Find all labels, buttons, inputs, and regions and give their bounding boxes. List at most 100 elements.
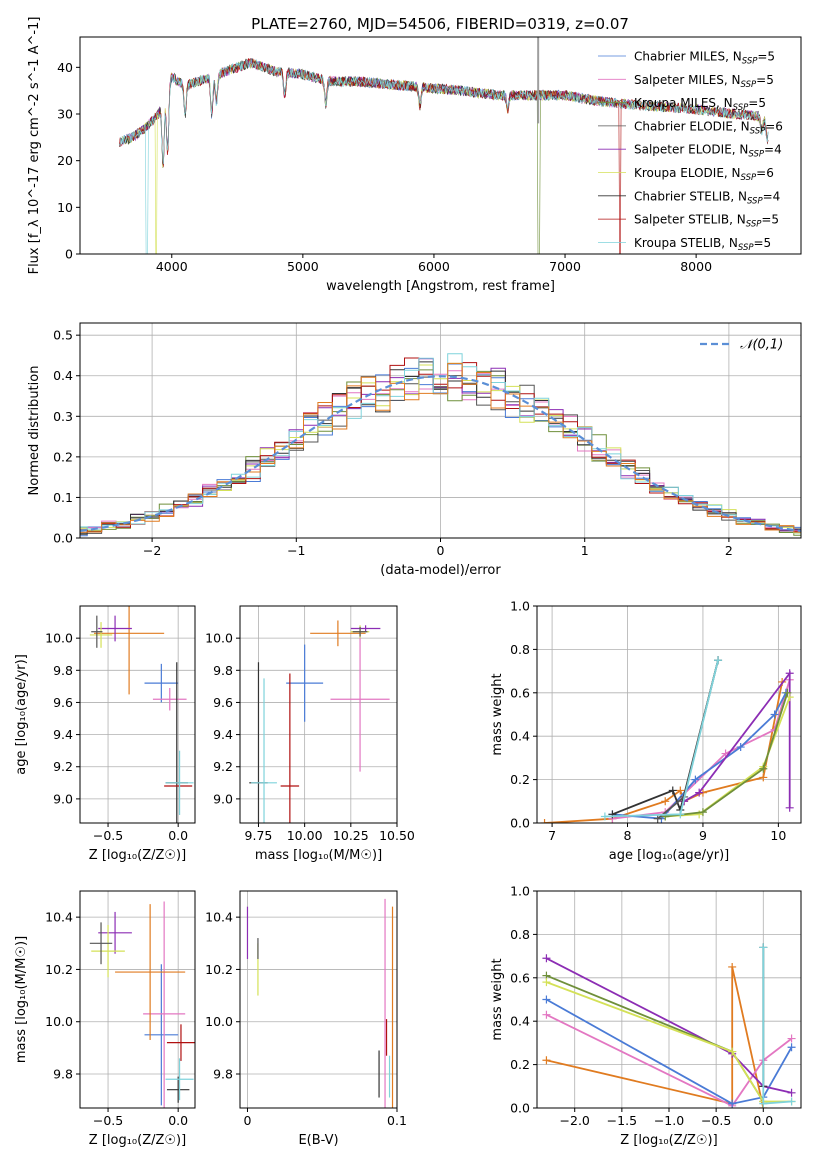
- legend-entry: Chabrier ELODIE, NSSP=6: [634, 119, 783, 136]
- spectrum-line: [119, 58, 769, 254]
- y-tick-label: 9.8: [53, 663, 73, 678]
- data-point: [143, 901, 186, 1108]
- x-tick-label: 9: [699, 828, 707, 843]
- histogram-step: [80, 369, 801, 536]
- data-point: [165, 1058, 194, 1101]
- z-mass-plot-area: [89, 901, 195, 1108]
- y-tick-label: 9.8: [213, 663, 233, 678]
- y-axis-label: mass [log₁₀(M/M☉)]: [14, 936, 29, 1063]
- y-tick-label: 0.3: [53, 409, 73, 424]
- weight-age-panel: 7 8 9 10 0.0 0.2 0.4 0.6 0.8 1.0 age [log₁₀(age/yr…: [490, 599, 802, 863]
- weight-line: [546, 966, 765, 1108]
- histogram-step: [80, 358, 801, 531]
- weight-line: [545, 998, 793, 1105]
- x-tick-label: −1.5: [607, 1113, 637, 1128]
- data-point: [310, 620, 366, 647]
- weight-line: [545, 957, 792, 1094]
- legend-entry: 𝒩(0,1): [740, 338, 783, 353]
- data-point: [115, 904, 186, 1041]
- spectrum-plot-area: [119, 37, 769, 254]
- legend-entry: Kroupa STELIB, NSSP=5: [634, 236, 771, 253]
- legend-entry: Salpeter MILES, NSSP=5: [634, 73, 774, 90]
- histogram-step: [80, 370, 801, 533]
- x-tick-label: −2: [143, 543, 161, 558]
- weight-marker: [653, 814, 662, 823]
- weight-marker: [600, 812, 609, 821]
- y-tick-label: 0.5: [53, 328, 73, 343]
- x-tick-label: 10.50: [379, 828, 415, 843]
- x-axis-label: wavelength [Angstrom, rest frame]: [326, 279, 555, 294]
- spectrum-line: [121, 58, 618, 254]
- data-point: [91, 924, 125, 978]
- x-tick-label: 0.0: [753, 1113, 773, 1128]
- data-point: [251, 678, 277, 823]
- weight-marker: [759, 943, 768, 952]
- legend-entry: Chabrier MILES, NSSP=5: [634, 50, 775, 67]
- x-tick-label: −1.0: [654, 1113, 684, 1128]
- x-tick-label: 9.75: [245, 828, 273, 843]
- y-tick-label: 1.0: [510, 884, 530, 899]
- x-tick-label: 5000: [287, 259, 319, 274]
- x-tick-label: 0: [243, 1113, 251, 1128]
- mass-age-panel: 9.75 10.00 10.25 10.50 9.0 9.2 9.4 9.6 9.8 10.0 ma…: [205, 605, 415, 863]
- weight-marker: [542, 1010, 551, 1019]
- axes-frame: [239, 890, 398, 1109]
- weight-marker: [736, 743, 745, 752]
- weight-marker: [668, 786, 677, 795]
- y-tick-label: 0.2: [510, 772, 530, 787]
- weight-line: [546, 1013, 793, 1107]
- data-point: [280, 673, 300, 823]
- x-tick-label: 4000: [156, 259, 188, 274]
- data-point: [166, 1076, 190, 1103]
- y-tick-label: 0.0: [510, 816, 530, 831]
- x-tick-label: −0.5: [701, 1113, 731, 1128]
- x-tick-label: 8000: [680, 259, 712, 274]
- x-tick-label: 0.0: [168, 1113, 188, 1128]
- y-tick-label: 0.2: [510, 1057, 530, 1072]
- data-point: [166, 1024, 195, 1061]
- x-axis-label: mass [log₁₀(M/M☉)]: [255, 848, 382, 863]
- y-tick-label: 9.2: [53, 759, 73, 774]
- weight-marker: [695, 788, 704, 797]
- axes-frame: [79, 322, 802, 539]
- data-point: [144, 663, 179, 703]
- x-axis-label: age [log₁₀(age/yr)]: [609, 848, 730, 863]
- axes-frame: [79, 605, 196, 824]
- y-tick-label: 0.6: [510, 970, 530, 985]
- y-tick-label: 1.0: [510, 599, 530, 614]
- y-tick-label: 20: [57, 153, 73, 168]
- x-axis-label: Z [log₁₀(Z/Z☉)]: [89, 848, 186, 863]
- data-point: [98, 615, 132, 642]
- data-point: [165, 750, 194, 815]
- spectrum-line: [121, 59, 618, 164]
- x-tick-label: 0.1: [387, 1113, 407, 1128]
- y-tick-label: 10.0: [45, 1014, 73, 1029]
- y-tick-label: 10.2: [45, 962, 73, 977]
- weight-marker: [691, 775, 700, 784]
- weight-marker: [759, 1099, 768, 1108]
- y-axis-label: age [log₁₀(age/yr)]: [14, 654, 29, 775]
- histogram-step: [80, 361, 801, 534]
- y-tick-label: 9.6: [53, 695, 73, 710]
- y-tick-label: 0.1: [53, 490, 73, 505]
- y-tick-label: 40: [57, 60, 73, 75]
- weight-marker: [542, 1056, 551, 1065]
- gaussian-curve: [80, 375, 801, 532]
- y-tick-label: 30: [57, 107, 73, 122]
- axes-frame: [79, 36, 802, 255]
- x-axis-label: Z [log₁₀(Z/Z☉)]: [89, 1133, 186, 1148]
- weight-age-plot-area: [540, 656, 794, 823]
- y-tick-label: 0: [65, 247, 73, 262]
- y-axis-label: Flux [f_λ 10^-17 erg cm^-2 s^-1 A^-1]: [27, 17, 42, 275]
- weight-line: [612, 660, 719, 816]
- data-point: [94, 606, 165, 695]
- y-tick-label: 10.0: [205, 1014, 233, 1029]
- x-tick-label: 8: [624, 828, 632, 843]
- weight-marker: [787, 1088, 796, 1097]
- x-tick-label: 10.00: [287, 828, 323, 843]
- y-tick-label: 9.8: [53, 1067, 73, 1082]
- y-tick-label: 0.8: [510, 927, 530, 942]
- residuals-plot-area: [80, 353, 801, 537]
- axes-frame: [536, 890, 802, 1109]
- weight-marker: [759, 773, 768, 782]
